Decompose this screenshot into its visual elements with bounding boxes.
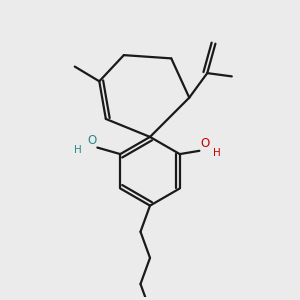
Text: H: H: [74, 145, 82, 155]
Text: H: H: [214, 148, 221, 158]
Text: O: O: [200, 137, 209, 150]
Text: O: O: [87, 134, 97, 147]
